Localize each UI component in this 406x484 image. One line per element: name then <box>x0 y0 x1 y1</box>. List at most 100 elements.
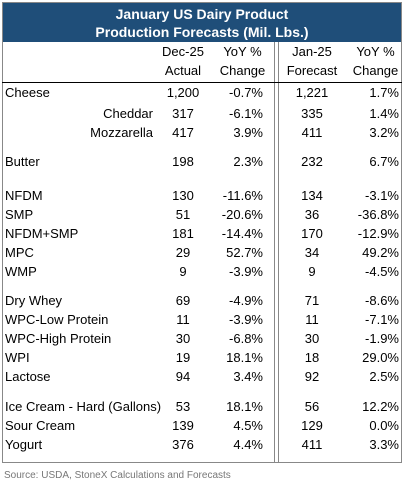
column-header: Change <box>219 63 266 78</box>
cell-value: 56 <box>304 399 320 414</box>
cell-value: 92 <box>304 369 320 384</box>
cell-value: -6.1% <box>229 106 263 121</box>
cell-value: 11 <box>305 312 319 327</box>
cell-value: 129 <box>301 418 323 433</box>
cell-value: 0.0% <box>369 418 399 433</box>
cell-value: 19 <box>175 350 191 365</box>
cell-value: 198 <box>172 154 194 169</box>
column-header: Jan-25 <box>292 44 332 59</box>
row-label: SMP <box>5 207 34 222</box>
cell-value: -36.8% <box>357 207 399 222</box>
cell-value: -0.7% <box>229 85 263 100</box>
cell-value: -4.9% <box>229 293 263 308</box>
source-note: Source: USDA, StoneX Calculations and Fo… <box>4 470 231 481</box>
column-header: YoY % <box>223 44 262 59</box>
cell-value: 94 <box>175 369 191 384</box>
cell-value: 139 <box>172 418 194 433</box>
cell-value: 3.9% <box>233 125 263 140</box>
cell-value: -6.8% <box>229 331 263 346</box>
cell-value: 3.2% <box>369 125 399 140</box>
row-label: Sour Cream <box>5 418 76 433</box>
cell-value: 9 <box>179 264 187 279</box>
row-label: WMP <box>5 264 37 279</box>
cell-value: 30 <box>304 331 320 346</box>
title-bar: January US Dairy Product Production Fore… <box>2 2 402 42</box>
row-label: Ice Cream - Hard (Gallons) <box>5 399 162 414</box>
cell-value: -4.5% <box>365 264 399 279</box>
row-label: Yogurt <box>5 437 43 452</box>
cell-value: 1.7% <box>369 85 399 100</box>
cell-value: 411 <box>301 125 323 140</box>
row-label: WPC-High Protein <box>5 331 112 346</box>
cell-value: 335 <box>301 106 323 121</box>
title-line: January US Dairy Product <box>115 6 289 22</box>
cell-value: 29 <box>175 245 191 260</box>
column-header: YoY % <box>356 44 395 59</box>
cell-value: 4.4% <box>233 437 263 452</box>
cell-value: -14.4% <box>221 226 263 241</box>
cell-value: 376 <box>172 437 194 452</box>
cell-value: 18 <box>304 350 320 365</box>
cell-value: -7.1% <box>365 312 399 327</box>
column-divider <box>274 42 275 463</box>
row-label: Cheese <box>5 85 50 100</box>
row-label: Lactose <box>5 369 51 384</box>
cell-value: 317 <box>172 106 194 121</box>
row-label: WPC-Low Protein <box>5 312 109 327</box>
cell-value: 53 <box>175 399 191 414</box>
cell-value: 71 <box>304 293 320 308</box>
cell-value: 49.2% <box>362 245 399 260</box>
cell-value: -20.6% <box>221 207 263 222</box>
cell-value: 1,200 <box>166 85 200 100</box>
cell-value: 18.1% <box>226 350 263 365</box>
cell-value: 417 <box>172 125 194 140</box>
row-label: MPC <box>5 245 34 260</box>
cell-value: 134 <box>301 188 323 203</box>
cell-value: 18.1% <box>226 399 263 414</box>
cell-value: -8.6% <box>365 293 399 308</box>
cell-value: 11 <box>176 312 190 327</box>
cell-value: 2.3% <box>233 154 263 169</box>
cell-value: 3.4% <box>233 369 263 384</box>
cell-value: 51 <box>175 207 191 222</box>
cell-value: -11.6% <box>222 188 263 203</box>
cell-value: 6.7% <box>369 154 399 169</box>
cell-value: 30 <box>175 331 191 346</box>
row-label: Dry Whey <box>5 293 63 308</box>
column-header: Change <box>352 63 399 78</box>
column-header: Forecast <box>286 63 338 78</box>
cell-value: 411 <box>301 437 323 452</box>
cell-value: 4.5% <box>233 418 263 433</box>
title-line: Production Forecasts (Mil. Lbs.) <box>95 24 309 40</box>
cell-value: 29.0% <box>362 350 399 365</box>
cell-value: 232 <box>301 154 323 169</box>
row-label: NFDM+SMP <box>5 226 79 241</box>
column-divider <box>278 42 279 463</box>
cell-value: 181 <box>172 226 194 241</box>
header-rule <box>2 82 402 83</box>
table-frame <box>2 2 402 463</box>
cell-value: -3.9% <box>229 264 263 279</box>
column-header: Actual <box>164 63 202 78</box>
cell-value: 170 <box>301 226 323 241</box>
cell-value: 69 <box>175 293 191 308</box>
cell-value: 52.7% <box>226 245 263 260</box>
cell-value: 12.2% <box>362 399 399 414</box>
row-label: Mozzarella <box>90 125 153 140</box>
cell-value: 3.3% <box>369 437 399 452</box>
cell-value: -3.1% <box>365 188 399 203</box>
cell-value: 2.5% <box>369 369 399 384</box>
cell-value: -3.9% <box>229 312 263 327</box>
cell-value: 1,221 <box>295 85 329 100</box>
column-header: Dec-25 <box>162 44 204 59</box>
cell-value: 36 <box>304 207 320 222</box>
cell-value: 34 <box>304 245 320 260</box>
cell-value: 9 <box>308 264 316 279</box>
cell-value: -1.9% <box>365 331 399 346</box>
row-label: WPI <box>5 350 30 365</box>
cell-value: 130 <box>172 188 194 203</box>
row-label: NFDM <box>5 188 43 203</box>
row-label: Butter <box>5 154 40 169</box>
row-label: Cheddar <box>103 106 153 121</box>
